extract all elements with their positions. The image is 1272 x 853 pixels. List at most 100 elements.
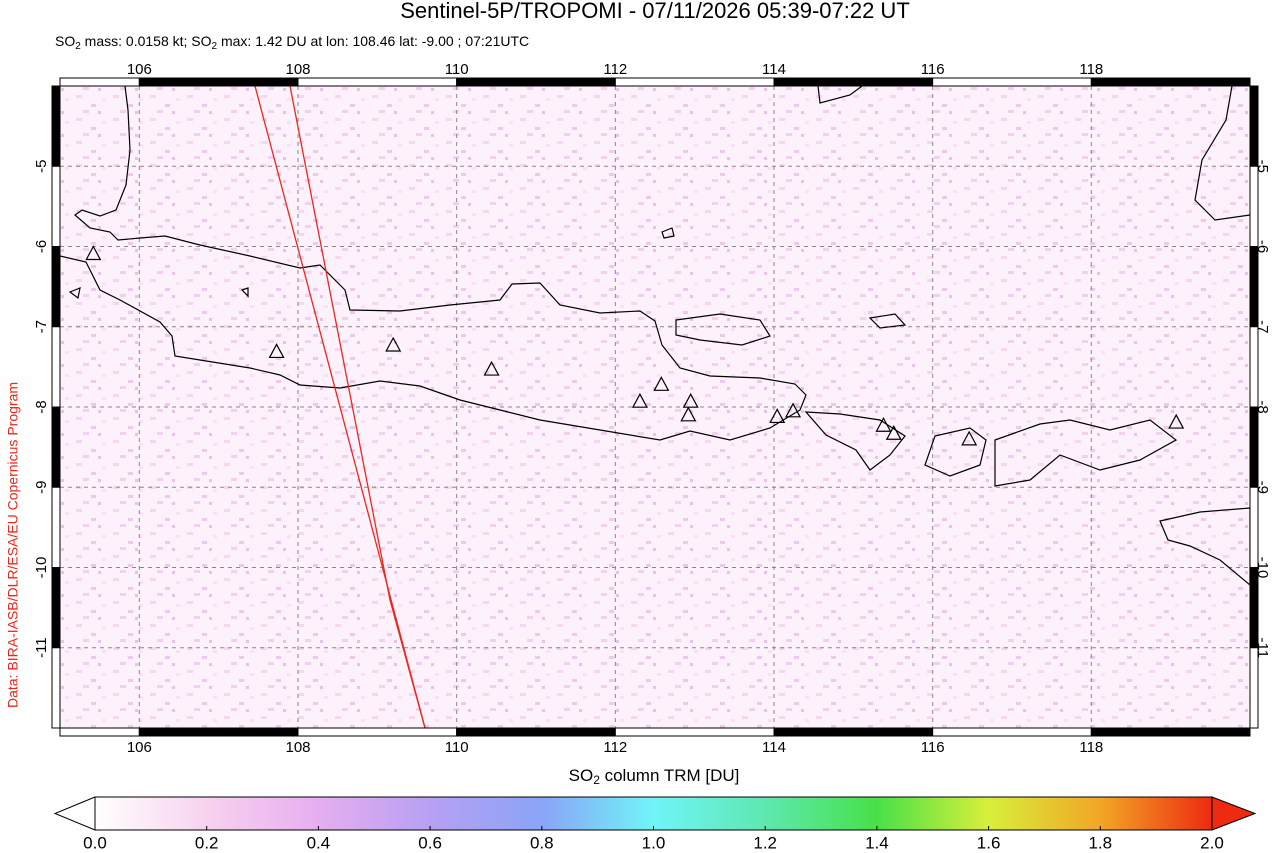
frame-segment xyxy=(59,77,140,87)
label-part: SO xyxy=(569,766,594,785)
colorbar-tick-label: 1.0 xyxy=(642,833,666,852)
colorbar-under xyxy=(53,796,96,831)
label-part: column TRM [DU] xyxy=(600,766,740,785)
frame-segment xyxy=(1249,85,1259,167)
volcanoes xyxy=(85,245,1185,446)
orbit-edges xyxy=(254,86,426,728)
frame xyxy=(51,77,1259,737)
subtitle-part: 2 xyxy=(212,41,218,52)
y-tick-label: -8 xyxy=(1254,400,1271,413)
colorbar-tick-label: 1.2 xyxy=(753,833,777,852)
frame-segment xyxy=(297,727,458,737)
colorbar-tick-label: 1.4 xyxy=(865,833,889,852)
frame-segment xyxy=(1249,246,1259,328)
y-tick-label: -11 xyxy=(1254,637,1271,658)
frame-segment xyxy=(51,165,61,247)
frame-segment xyxy=(1090,77,1251,87)
x-tick-label: 108 xyxy=(285,739,310,756)
volcano xyxy=(483,360,500,376)
x-tick-label: 110 xyxy=(445,61,469,78)
frame-segment xyxy=(1249,326,1259,408)
frame-segment xyxy=(1249,486,1259,568)
frame-segment xyxy=(1249,647,1259,729)
frame-segment xyxy=(51,85,61,167)
orbit-edge xyxy=(254,86,426,728)
y-tick-label: -6 xyxy=(33,240,50,253)
subtitle-part: SO xyxy=(55,33,75,49)
y-tick-label: -9 xyxy=(1254,481,1271,494)
coastline xyxy=(1159,507,1250,586)
credit: Data: BIRA-IASB/DLR/ESA/EU Copernicus Pr… xyxy=(5,382,21,708)
grid xyxy=(60,86,1250,728)
y-tick-label: -7 xyxy=(33,320,50,333)
volcano xyxy=(85,245,102,261)
x-tick-label: 116 xyxy=(921,739,945,756)
volcano xyxy=(885,425,902,440)
coastline xyxy=(68,227,907,329)
frame-segment xyxy=(1090,727,1251,737)
frame-segment xyxy=(456,727,616,737)
x-tick-label: 114 xyxy=(762,739,786,756)
y-tick-label: -7 xyxy=(1254,320,1271,333)
coastline xyxy=(675,313,771,346)
colorbar xyxy=(53,796,1257,831)
frame-segment xyxy=(1249,165,1259,247)
colorbar-tick-label: 0.2 xyxy=(195,833,219,852)
colorbar-tick-label: 1.8 xyxy=(1088,833,1112,852)
label-part: 2 xyxy=(593,773,600,787)
frame-segment xyxy=(51,486,61,568)
x-tick-label: 112 xyxy=(603,61,627,78)
volcano xyxy=(653,376,670,391)
frame-segment xyxy=(1249,406,1259,488)
x-tick-label: 108 xyxy=(285,61,310,78)
subtitle-part: 2 xyxy=(75,41,81,52)
coastline xyxy=(924,427,987,477)
colorbar-tick-label: 0.6 xyxy=(418,833,442,852)
volcano xyxy=(385,336,402,352)
frame-segment xyxy=(614,727,775,737)
x-tick-label: 116 xyxy=(921,61,945,78)
orbit-edge xyxy=(289,86,426,728)
frame-segment xyxy=(51,406,61,488)
frame-segment xyxy=(773,77,934,87)
volcano xyxy=(631,392,648,408)
volcano xyxy=(680,406,697,422)
subtitle-part: mass: 0.0158 kt; SO xyxy=(81,33,212,49)
frame-segment xyxy=(138,727,299,737)
coastline xyxy=(817,86,863,104)
volcano xyxy=(785,402,802,418)
coastlines xyxy=(60,86,1250,586)
subtitle-part: max: 1.42 DU at lon: 108.46 lat: -9.00 ;… xyxy=(217,33,529,49)
volcano xyxy=(875,416,892,432)
frame-segment xyxy=(614,77,775,87)
y-tick-label: -5 xyxy=(1254,160,1271,173)
colorbar-tick-label: 0.4 xyxy=(307,833,331,852)
colorbar-tick-label: 2.0 xyxy=(1200,833,1224,852)
colorbar-tick-label: 0.8 xyxy=(530,833,554,852)
coastline xyxy=(60,86,807,441)
y-tick-label: -9 xyxy=(33,481,50,494)
frame-segment xyxy=(297,77,458,87)
volcano xyxy=(1168,413,1185,429)
colorbar-ramp xyxy=(94,796,1213,831)
colorbar-ticks: 0.0 0.2 0.4 0.6 0.8 1.0 1.2 1.4 1.6 1.8 2.0 xyxy=(83,826,1224,852)
volcano xyxy=(268,343,285,359)
colorbar-tick-label: 1.6 xyxy=(977,833,1001,852)
frame-segment xyxy=(138,77,299,87)
x-tick-label: 106 xyxy=(127,739,152,756)
frame-segment xyxy=(51,246,61,328)
colorbar-over xyxy=(1211,796,1257,831)
frame-segment xyxy=(51,326,61,408)
x-tick-label: 114 xyxy=(762,61,786,78)
frame-segment xyxy=(932,727,1092,737)
y-tick-label: -6 xyxy=(1254,240,1271,253)
volcano xyxy=(769,408,786,424)
x-tick-label: 118 xyxy=(1079,61,1103,78)
frame-segment xyxy=(456,77,616,87)
frame-segment xyxy=(51,567,61,649)
title: Sentinel-5P/TROPOMI - 07/11/2026 05:39-0… xyxy=(400,0,910,23)
frame-segment xyxy=(51,647,61,729)
coastline xyxy=(1194,86,1250,221)
frame-segment xyxy=(59,727,140,737)
